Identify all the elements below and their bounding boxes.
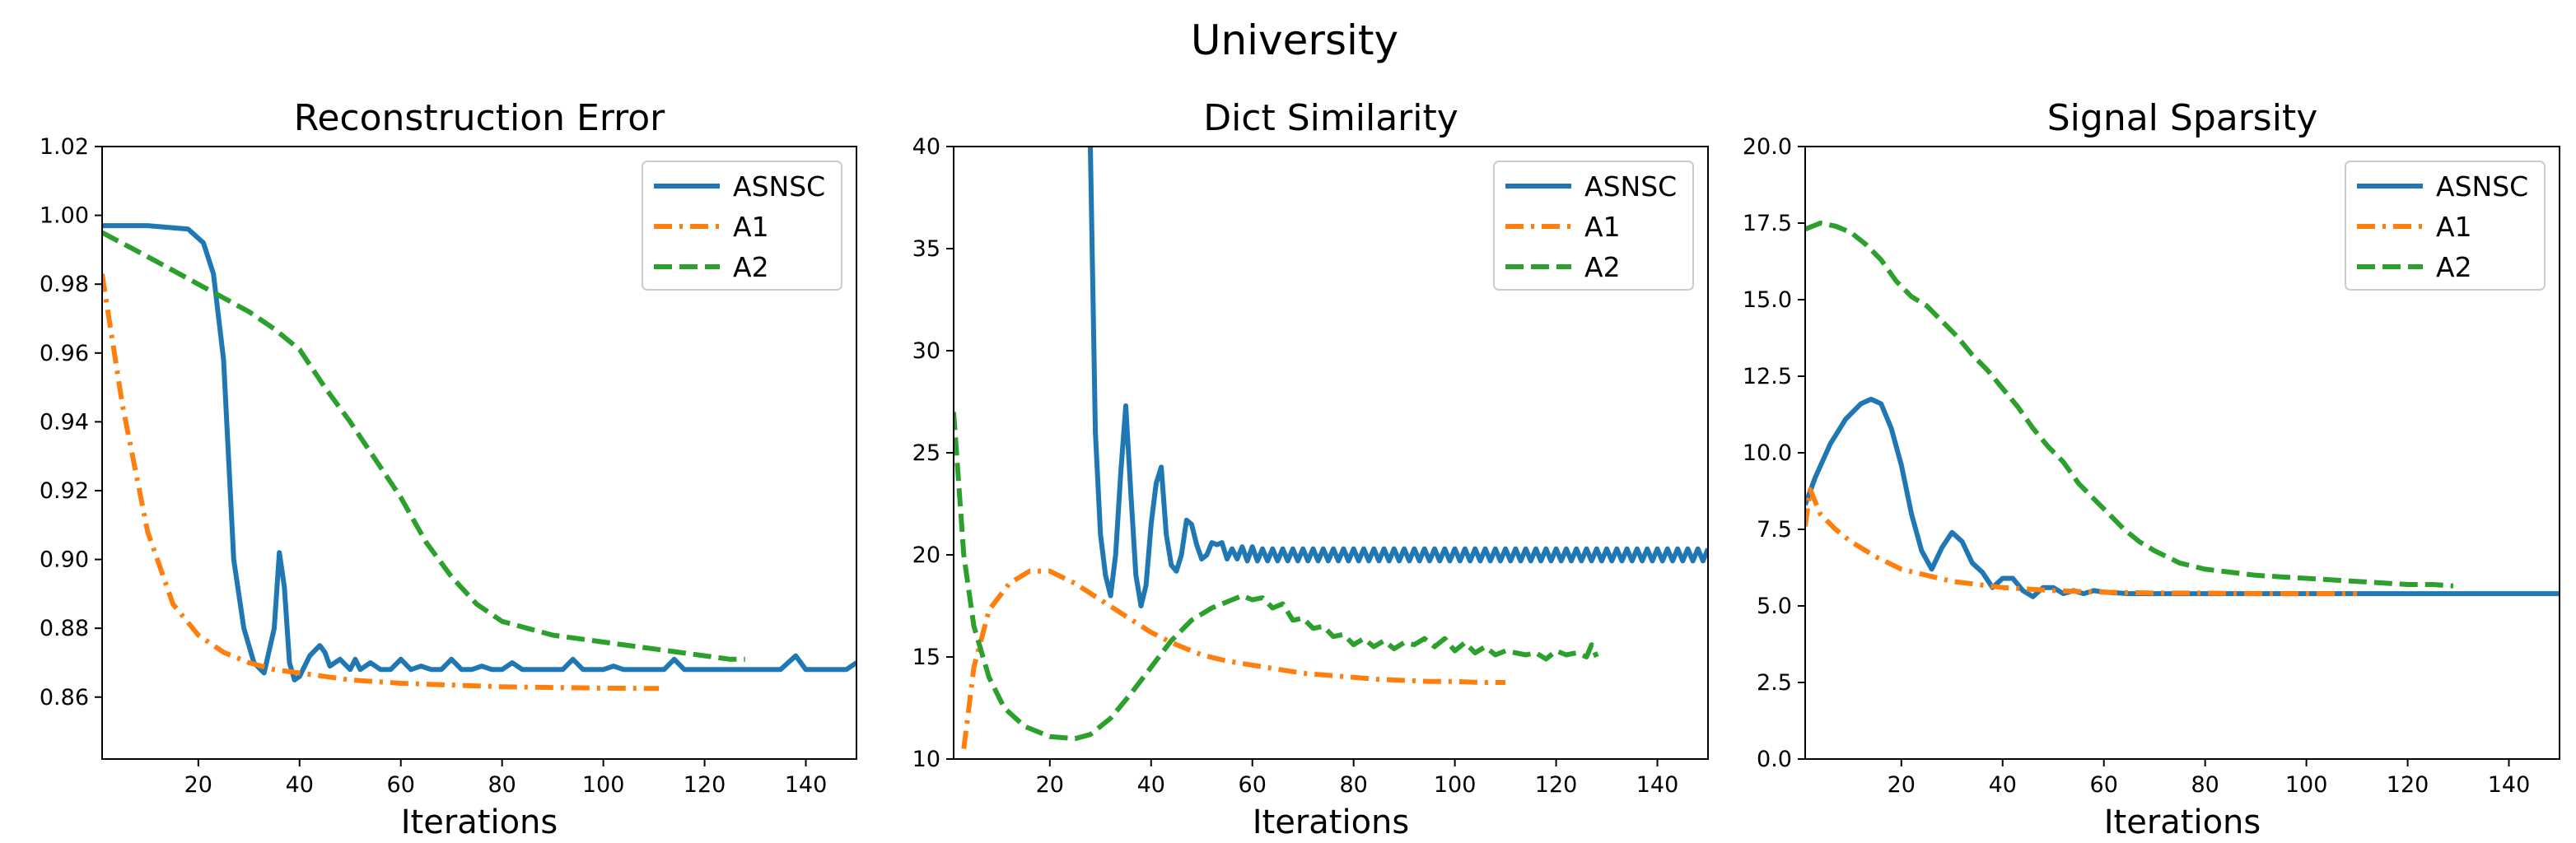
legend-label: A2 bbox=[1584, 251, 1621, 283]
y-tick-label: 0.96 bbox=[40, 341, 89, 366]
y-tick-label: 0.90 bbox=[40, 547, 89, 573]
y-tick-label: 25 bbox=[912, 440, 940, 466]
y-tick-label: 0.0 bbox=[1757, 747, 1792, 772]
series-line-a1 bbox=[102, 273, 660, 692]
legend: ASNSC A1 A2 bbox=[642, 161, 842, 291]
series-line-asnsc bbox=[1088, 147, 1708, 608]
x-tick-label: 100 bbox=[2285, 772, 2328, 798]
legend-box bbox=[642, 161, 842, 291]
x-tick-label: 80 bbox=[488, 772, 516, 798]
y-tick-label: 1.00 bbox=[40, 203, 89, 229]
y-tick-label: 35 bbox=[912, 236, 940, 262]
legend-box bbox=[1493, 161, 1694, 291]
series-line-a2 bbox=[1805, 221, 2454, 589]
subplot-1: 20 40 60 80 100 120 140 0.86 0.88 0.90 0.92 0.94 0.9… bbox=[40, 97, 857, 841]
y-tick-label: 7.5 bbox=[1757, 517, 1792, 543]
legend-label: A1 bbox=[2436, 211, 2472, 243]
x-tick-label: 40 bbox=[1137, 772, 1165, 798]
legend-label: A1 bbox=[1584, 211, 1621, 243]
legend: ASNSC A1 A2 bbox=[1493, 161, 1694, 291]
y-tick-label: 10.0 bbox=[1743, 440, 1792, 466]
series-line-a2 bbox=[102, 230, 745, 662]
x-axis-label: Iterations bbox=[2104, 803, 2261, 841]
y-tick-label: 30 bbox=[912, 338, 940, 364]
subplot-title: Reconstruction Error bbox=[294, 97, 665, 139]
x-tick-label: 140 bbox=[785, 772, 828, 798]
y-tick-label: 10 bbox=[912, 747, 940, 772]
subplot-2: 20 40 60 80 100 120 140 10 15 20 25 30 35 40 Dict Simi… bbox=[912, 97, 1709, 841]
x-tick-label: 80 bbox=[2191, 772, 2219, 798]
y-tick-label: 0.88 bbox=[40, 616, 89, 641]
y-tick-label: 15 bbox=[912, 645, 940, 670]
y-tick-label: 17.5 bbox=[1743, 211, 1792, 236]
x-tick-label: 20 bbox=[1036, 772, 1064, 798]
y-tick-label: 2.5 bbox=[1757, 670, 1792, 696]
legend-label: A2 bbox=[2436, 251, 2472, 283]
legend-label: ASNSC bbox=[2436, 170, 2528, 203]
y-tick-label: 12.5 bbox=[1743, 364, 1792, 389]
legend-label: A1 bbox=[733, 211, 769, 243]
series-line-a2 bbox=[954, 412, 1599, 742]
x-tick-label: 100 bbox=[582, 772, 625, 798]
legend-label: ASNSC bbox=[733, 170, 825, 203]
legend-label: A2 bbox=[733, 251, 769, 283]
y-tick-label: 15.0 bbox=[1743, 287, 1792, 313]
x-tick-label: 140 bbox=[2488, 772, 2531, 798]
plot-area bbox=[1805, 221, 2560, 599]
plot-area bbox=[954, 147, 1708, 749]
x-axis-label: Iterations bbox=[401, 803, 558, 841]
y-tick-label: 40 bbox=[912, 134, 940, 160]
x-tick-label: 80 bbox=[1339, 772, 1367, 798]
y-tick-label: 1.02 bbox=[40, 134, 89, 160]
y-tick-label: 0.98 bbox=[40, 272, 89, 297]
legend-box bbox=[2345, 161, 2546, 291]
plot-area bbox=[102, 223, 856, 692]
series-line-asnsc bbox=[1805, 396, 2560, 599]
x-tick-label: 100 bbox=[1434, 772, 1477, 798]
y-tick-label: 0.94 bbox=[40, 409, 89, 435]
series-line-a1 bbox=[961, 568, 1506, 749]
axes-frame bbox=[101, 146, 857, 760]
legend: ASNSC A1 A2 bbox=[2345, 161, 2546, 291]
legend-label: ASNSC bbox=[1584, 170, 1677, 203]
x-axis-label: Iterations bbox=[1253, 803, 1410, 841]
figure-title: University bbox=[1191, 16, 1398, 64]
x-tick-label: 20 bbox=[184, 772, 212, 798]
subplots: 20 40 60 80 100 120 140 0.86 0.88 0.90 0.92 0.94 0.9… bbox=[40, 97, 2560, 841]
y-tick-label: 5.0 bbox=[1757, 594, 1792, 619]
x-tick-label: 60 bbox=[2090, 772, 2118, 798]
x-tick-label: 40 bbox=[286, 772, 314, 798]
series-line-asnsc bbox=[102, 223, 856, 682]
series-line-a1 bbox=[1805, 487, 2358, 597]
x-tick-label: 20 bbox=[1888, 772, 1916, 798]
x-tick-label: 60 bbox=[1239, 772, 1267, 798]
x-tick-label: 140 bbox=[1636, 772, 1679, 798]
x-tick-label: 120 bbox=[684, 772, 726, 798]
y-tick-label: 0.92 bbox=[40, 478, 89, 504]
x-tick-label: 40 bbox=[1989, 772, 2017, 798]
subplot-3: 20 40 60 80 100 120 140 0.0 2.5 5.0 7.5 10.0 12.5 15.… bbox=[1743, 97, 2560, 841]
x-tick-label: 120 bbox=[2387, 772, 2429, 798]
subplot-title: Signal Sparsity bbox=[2047, 97, 2318, 139]
x-tick-label: 120 bbox=[1535, 772, 1578, 798]
y-tick-label: 20 bbox=[912, 543, 940, 568]
y-tick-label: 20.0 bbox=[1743, 134, 1792, 160]
x-tick-label: 60 bbox=[387, 772, 415, 798]
y-tick-label: 0.86 bbox=[40, 685, 89, 710]
subplot-title: Dict Similarity bbox=[1203, 97, 1458, 139]
